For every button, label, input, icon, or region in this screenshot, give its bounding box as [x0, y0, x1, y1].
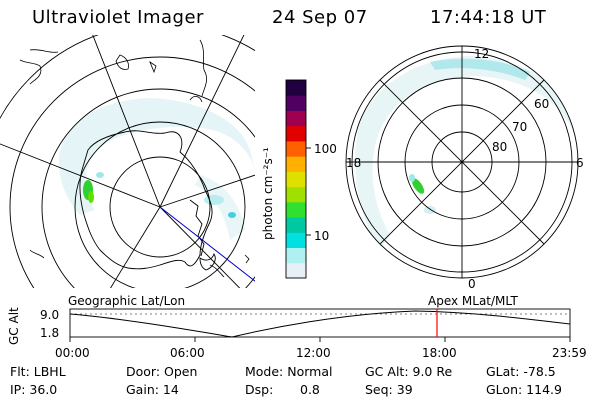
- image-time: 17:44:18 UT: [430, 7, 547, 28]
- geographic-map: [0, 35, 255, 288]
- ip-readout: IP: 36.0: [10, 382, 58, 397]
- colorbar: [286, 80, 306, 279]
- timeline-xtick-2359: 23:59: [552, 346, 587, 360]
- auroral-emission-right: [355, 56, 575, 250]
- meridian-lines-left: [0, 35, 255, 288]
- latitude-circles-left: [0, 35, 255, 288]
- colorbar-segment: [286, 171, 306, 188]
- colorbar-segment: [286, 217, 306, 233]
- dsp-value: 0.8: [300, 382, 320, 397]
- glat-readout: GLat: -78.5: [486, 364, 556, 379]
- colorbar-tick-100: 100: [314, 142, 337, 156]
- mlt-lines-right: [346, 46, 578, 278]
- altitude-curve: [69, 310, 571, 338]
- orbit-track-line: [159, 206, 255, 282]
- gain-readout: Gain: 14: [126, 382, 179, 397]
- colorbar-segment: [286, 247, 306, 264]
- colorbar-segment: [286, 201, 306, 218]
- timeline-ytick-low: 1.8: [40, 326, 60, 340]
- colorbar-segment: [286, 156, 306, 172]
- colorbar-segment: [286, 232, 306, 249]
- mlat-label-70: 70: [512, 120, 528, 134]
- antarctica-coastline: [79, 130, 213, 270]
- timeline-xtick-0000: 00:00: [55, 346, 90, 360]
- timeline-ytick-high: 9.0: [40, 308, 60, 322]
- glon-readout: GLon: 114.9: [486, 382, 562, 397]
- magnetic-polar-map: [346, 46, 578, 278]
- mlt-label-dusk: 18: [346, 156, 362, 170]
- left-panel-caption: Geographic Lat/Lon: [68, 294, 186, 308]
- colorbar-segment: [286, 140, 306, 157]
- colorbar-segment: [286, 186, 306, 203]
- timeline-xtick-1800: 18:00: [422, 346, 457, 360]
- sequence-readout: Seq: 39: [365, 382, 413, 397]
- colorbar-segment: [286, 80, 306, 96]
- colorbar-unit-label: photon cm⁻²s⁻¹: [261, 147, 275, 240]
- mlat-label-80: 80: [492, 140, 508, 154]
- timeline-axis-label: GC Alt: [7, 307, 21, 345]
- mode-readout: Mode: Normal: [245, 364, 333, 379]
- colorbar-segment: [286, 95, 306, 111]
- colorbar-segment: [286, 125, 306, 142]
- colorbar-segment: [286, 110, 306, 127]
- image-date: 24 Sep 07: [272, 7, 368, 28]
- colorbar-tick-10: 10: [314, 229, 330, 243]
- mlt-label-midnight: 0: [468, 277, 476, 291]
- auroral-emission-left: [58, 98, 255, 240]
- mlt-label-dawn: 6: [576, 156, 584, 170]
- instrument-title: Ultraviolet Imager: [32, 7, 204, 28]
- right-panel-caption: Apex MLat/MLT: [428, 294, 518, 308]
- timeline-xtick-0600: 06:00: [170, 346, 205, 360]
- mlt-label-noon: 12: [474, 47, 490, 61]
- door-readout: Door: Open: [126, 364, 198, 379]
- gc-alt-readout: GC Alt: 9.0 Re: [365, 364, 453, 379]
- dsp-label: Dsp:: [245, 382, 274, 397]
- mlat-label-60: 60: [534, 97, 550, 111]
- filter-readout: Flt: LBHL: [10, 364, 66, 379]
- colorbar-segment: [286, 262, 306, 279]
- timeline-xtick-1200: 12:00: [296, 346, 331, 360]
